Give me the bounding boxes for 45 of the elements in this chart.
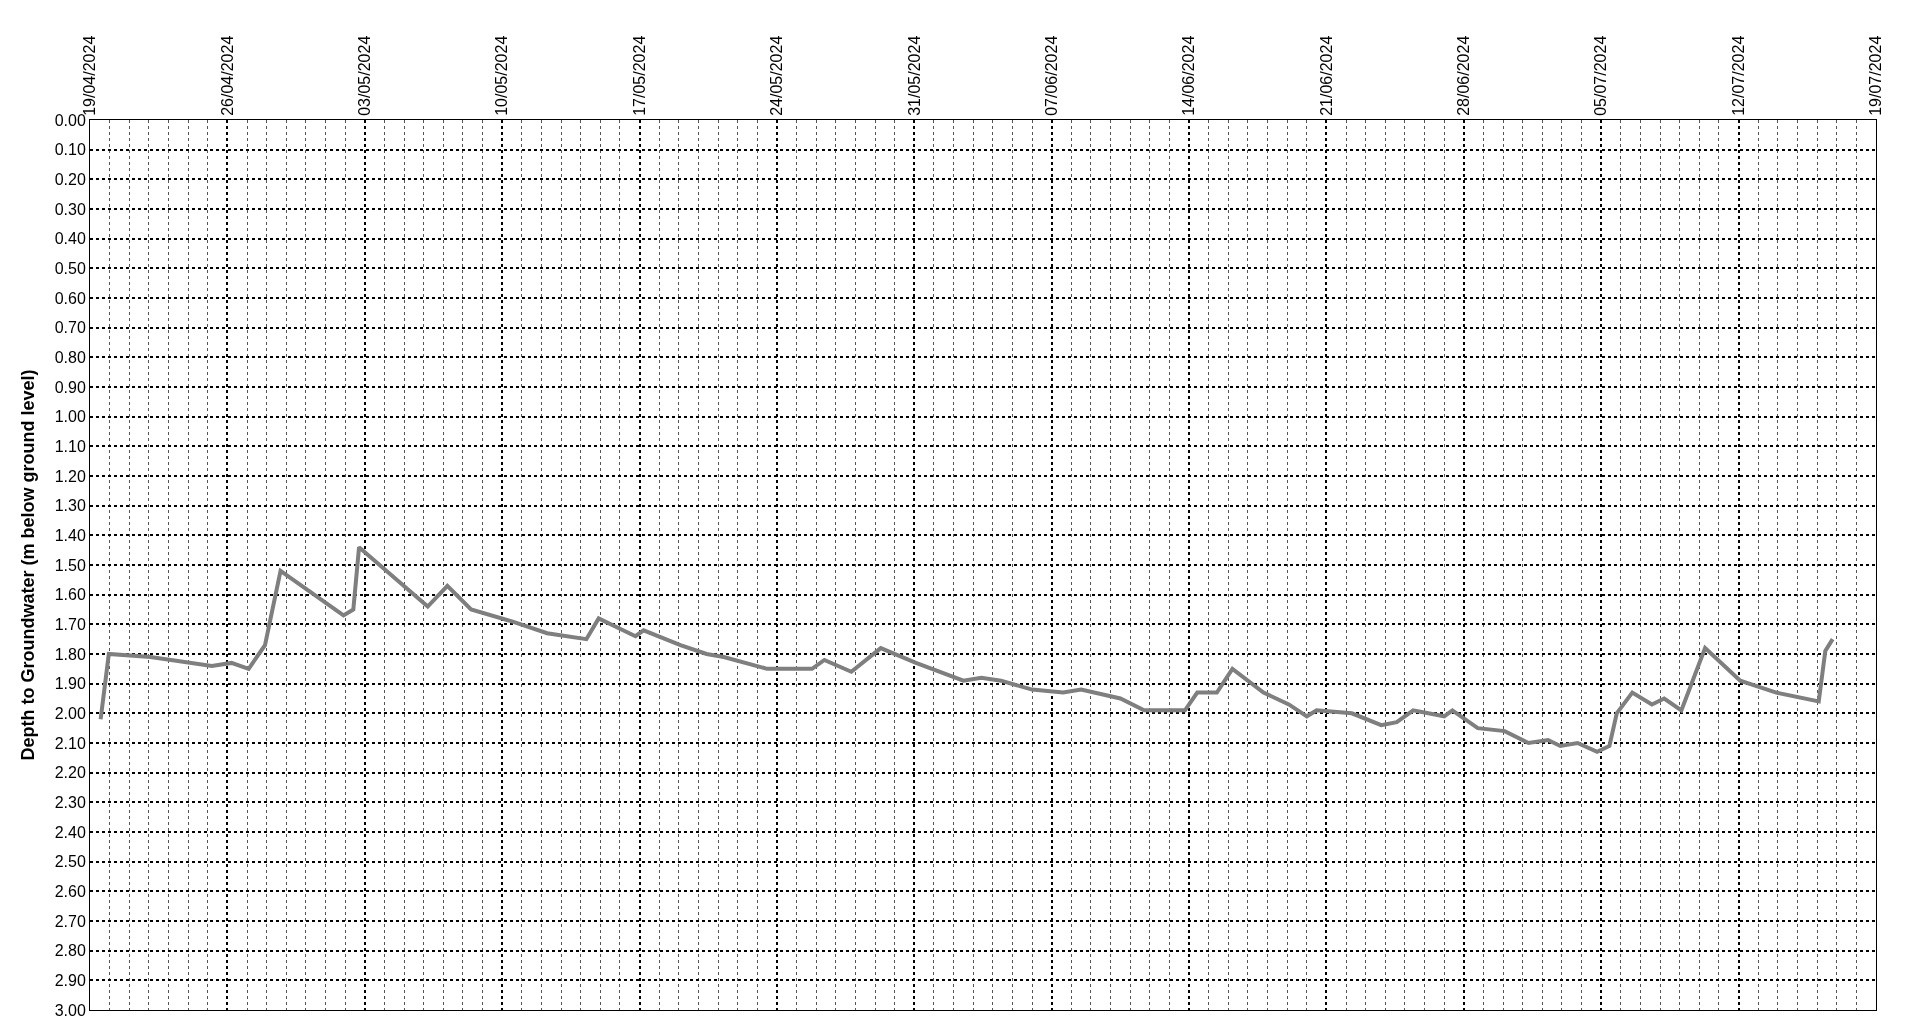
y-tick-label: 0.10	[54, 141, 86, 159]
y-tick-label: 2.40	[54, 823, 86, 841]
x-tick-label: 21/06/2024	[1317, 35, 1335, 116]
y-tick-label: 1.40	[54, 526, 86, 544]
y-tick-label: 2.50	[54, 853, 86, 871]
y-tick-label: 0.70	[54, 319, 86, 337]
y-tick-label: 1.10	[54, 437, 86, 455]
y-tick-label: 1.70	[54, 615, 86, 633]
y-tick-label: 1.20	[54, 467, 86, 485]
y-tick-label: 1.30	[54, 497, 86, 515]
y-tick-label: 0.80	[54, 348, 86, 366]
y-tick-label: 2.60	[54, 882, 86, 900]
y-tick-label: 1.80	[54, 645, 86, 663]
y-tick-label: 2.00	[54, 704, 86, 722]
y-tick-label: 0.90	[54, 378, 86, 396]
y-tick-label: 1.00	[54, 408, 86, 426]
y-tick-label: 2.10	[54, 734, 86, 752]
x-tick-label: 05/07/2024	[1592, 35, 1610, 116]
y-tick-label: 0.60	[54, 289, 86, 307]
y-tick-label: 0.50	[54, 259, 86, 277]
x-tick-label: 26/04/2024	[218, 35, 236, 116]
x-tick-label: 19/07/2024	[1867, 35, 1885, 116]
y-tick-label: 2.80	[54, 942, 86, 960]
y-tick-label: 0.40	[54, 230, 86, 248]
x-tick-label: 12/07/2024	[1729, 35, 1747, 116]
y-tick-label: 1.50	[54, 556, 86, 574]
x-tick-label: 03/05/2024	[355, 35, 373, 116]
y-tick-label: 1.90	[54, 675, 86, 693]
x-tick-label: 14/06/2024	[1180, 35, 1198, 116]
y-tick-label: 2.20	[54, 764, 86, 782]
x-tick-label: 31/05/2024	[905, 35, 923, 116]
y-tick-label: 1.60	[54, 586, 86, 604]
x-tick-label: 07/06/2024	[1042, 35, 1060, 116]
y-tick-label: 3.00	[54, 1001, 86, 1019]
y-tick-label: 2.90	[54, 971, 86, 989]
y-tick-label: 2.30	[54, 793, 86, 811]
x-tick-label: 10/05/2024	[493, 35, 511, 116]
x-tick-label: 28/06/2024	[1455, 35, 1473, 116]
x-tick-label: 24/05/2024	[768, 35, 786, 116]
y-tick-label: 0.20	[54, 170, 86, 188]
y-axis-title: Depth to Groundwater (m below ground level)	[17, 369, 38, 761]
y-tick-label: 0.30	[54, 200, 86, 218]
y-tick-label: 2.70	[54, 912, 86, 930]
x-tick-label: 17/05/2024	[630, 35, 648, 116]
line-series	[98, 545, 1835, 754]
